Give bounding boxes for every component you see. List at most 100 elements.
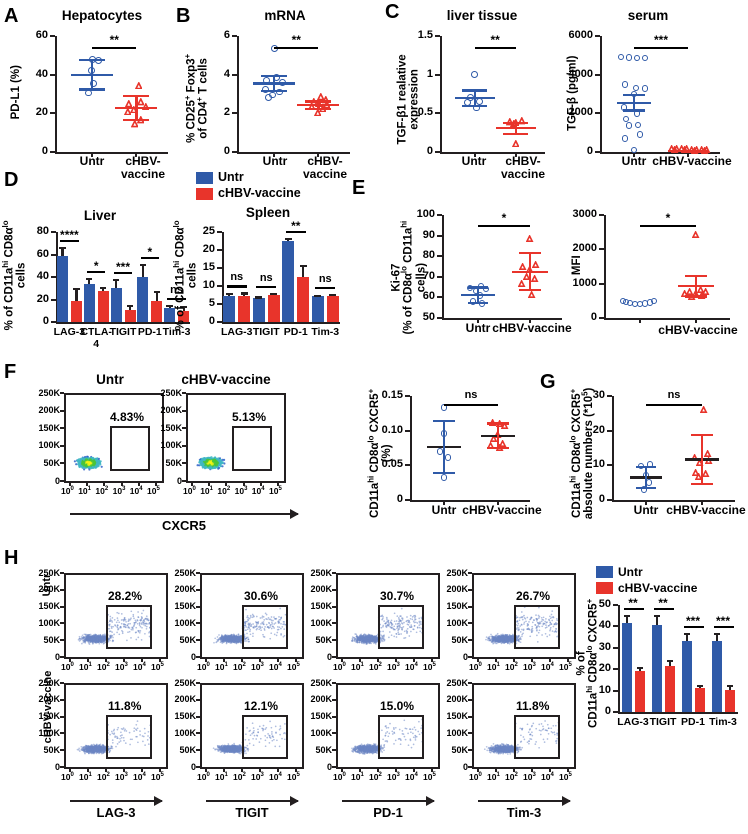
y-axis-label: % of CD11ahi CD8αlo cells [0,220,28,331]
axis-arrow [342,796,435,806]
flow-x-tick [531,769,533,772]
flow-y-tick [182,462,186,465]
flow-y-tick-label: 250K [38,677,60,688]
y-axis-label: CD11ahi CD8αlo CXCR5+ (%) [365,388,393,518]
axis-arrow-label: CXCR5 [161,518,207,533]
flow-y-tick-label: 0 [326,651,332,662]
flow-y-tick [60,572,64,574]
data-point [518,280,526,288]
axis-tick-label: 0 [41,145,48,157]
flow-x-tick [277,659,279,662]
panel-label-H: H [4,547,19,569]
error-line [135,94,138,119]
flow-x-tick-label: 104 [133,661,146,672]
flow-x-tick [123,659,125,662]
error-cap [305,108,332,111]
flow-y-tick [60,392,64,394]
x-tick [514,152,517,157]
flow-gate-percentage: 30.6% [244,589,279,603]
x-axis-label: cHBV-vaccine [500,154,546,181]
data-point [617,54,625,61]
data-point [695,472,703,480]
flow-y-tick-label: 200K [174,584,196,595]
data-point [316,93,325,101]
bar-category-label: PD-1 [283,326,308,338]
axis-tick-label: 1 [426,67,433,80]
significance-bar [140,256,159,259]
bar [651,624,662,712]
flow-x-tick [377,659,379,662]
bar [311,296,324,322]
error-cap [123,94,150,98]
flow-y-tick-label: 50K [315,634,332,645]
axis-arrow [70,796,163,806]
flow-y-tick [196,715,200,718]
flow-x-tick-label: 104 [269,661,282,672]
flow-y-tick-label: 150K [160,422,182,433]
flow-y-tick-label: 50K [43,744,60,755]
error-cap [519,289,541,292]
data-point [519,262,527,270]
data-point [634,121,642,129]
y-tick [50,112,55,114]
flow-y-tick [332,715,336,718]
axis-tick-label: 15 [202,261,215,273]
flow-density-cloud [213,607,288,645]
flow-x-tick [395,659,397,662]
flow-gate [242,715,288,759]
error-line [141,263,144,277]
axis-tick-label: 0 [604,705,611,717]
data-point [681,289,689,297]
flow-x-tick [295,769,297,772]
error-cap [685,295,707,298]
axis-tick-label: 80 [36,225,49,237]
x-axis [442,318,562,320]
x-axis [56,322,190,324]
flow-gate [232,426,272,471]
data-point [264,94,272,102]
flow-y-tick [332,766,336,768]
x-axis-label: Untr [633,503,659,517]
flow-x-tick-label: 102 [233,771,246,782]
flow-gate-percentage: 30.7% [380,589,415,603]
flow-y-tick [182,444,186,447]
y-tick [613,711,618,713]
y-tick [437,235,442,237]
flow-y-tick [60,444,64,447]
data-point [702,288,710,296]
flow-x-tick-label: 102 [217,485,231,496]
error-cap [653,615,660,618]
error-line [302,264,305,277]
flow-x-tick [259,659,261,662]
data-point [531,275,539,283]
error-line [668,659,671,666]
data-point [436,448,444,455]
y-axis-label: TGF-β1 realative expression [396,54,421,145]
bar-category-label: Tim-3 [162,326,191,338]
error-line [61,247,64,257]
axis-tick-label: 2000 [572,242,597,255]
y-tick [599,248,604,250]
flow-y-tick [196,588,200,591]
axis-arrow [478,796,571,806]
axis-tick-label: 10 [202,279,215,291]
flow-x-tick-label: 103 [523,661,536,672]
significance-bar [474,47,516,50]
flow-gate [378,605,424,649]
error-cap [462,89,488,92]
flow-x-tick-label: 105 [151,771,164,782]
data-point [622,115,630,123]
y-tick [217,267,222,269]
axis-tick-label: 1.5 [417,29,433,41]
axis-tick-label: 20 [592,423,605,436]
axis-arrow-label: PD-1 [373,805,403,820]
bar-category-label: Tim-3 [311,326,340,338]
y-axis [604,215,606,319]
flow-y-tick-label: 250K [446,677,468,688]
significance-bar [713,626,734,629]
x-tick [443,500,445,505]
data-point [123,107,132,115]
flow-gate-percentage: 28.2% [108,589,143,603]
flow-y-tick [332,588,336,591]
y-tick [613,647,618,649]
